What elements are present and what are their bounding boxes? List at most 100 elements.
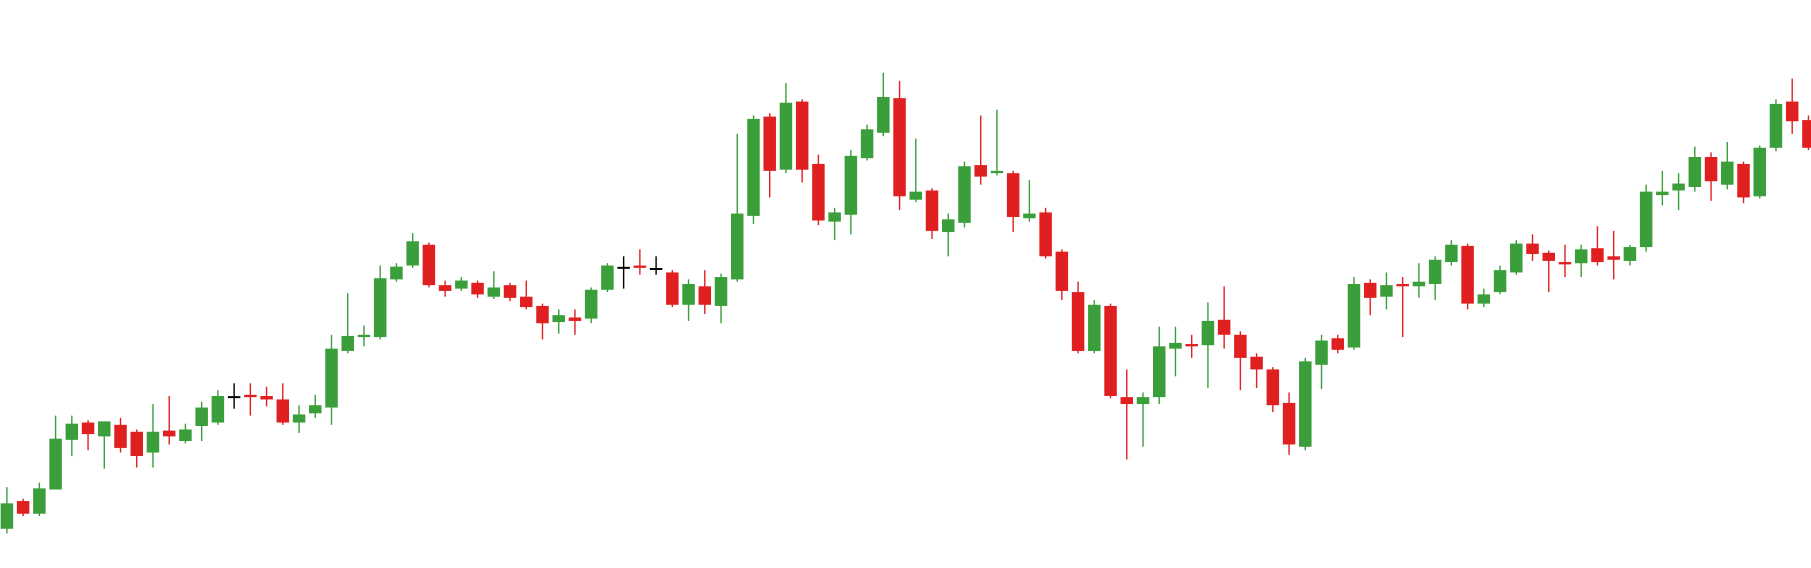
candle-body	[828, 212, 841, 222]
candle-body	[1753, 147, 1766, 197]
candle-body	[503, 285, 517, 298]
candle-body	[893, 98, 906, 197]
candle-body	[422, 244, 436, 286]
candle-body	[1623, 247, 1637, 261]
candle-body	[731, 213, 744, 280]
candle-body	[33, 488, 46, 514]
candle-body	[1461, 245, 1474, 304]
candle-body	[1120, 397, 1134, 405]
candle-body	[941, 219, 955, 233]
candle-body	[1104, 305, 1117, 396]
candle-body	[292, 414, 306, 423]
candle-body	[1201, 320, 1215, 346]
candle-body	[1542, 252, 1555, 261]
candle-body	[309, 405, 322, 414]
candle-body	[1380, 285, 1393, 297]
candle-body	[747, 118, 760, 216]
candle-body	[666, 272, 679, 305]
candle-body	[49, 438, 62, 490]
candle-body	[1493, 270, 1507, 293]
candle-body	[1363, 282, 1377, 298]
candle-body	[390, 266, 403, 280]
candle-body	[1039, 212, 1052, 257]
candle-body	[714, 277, 728, 306]
candle-body	[925, 190, 939, 231]
candle-body	[860, 129, 874, 159]
candle-body	[990, 170, 1004, 174]
candle-body	[357, 334, 371, 338]
candle-body	[1510, 243, 1523, 273]
candle-body	[958, 166, 971, 223]
candle-body	[260, 395, 273, 400]
candle-body	[552, 315, 565, 323]
candle-body	[1639, 191, 1653, 248]
candle-body	[1591, 248, 1604, 263]
candle-body	[1055, 251, 1069, 291]
candle-body	[0, 503, 14, 529]
candle-body	[1299, 361, 1312, 447]
candle-body	[65, 423, 79, 440]
candle-body	[1688, 157, 1702, 188]
candle-body	[1006, 173, 1020, 218]
candle-body	[1785, 101, 1799, 122]
candle-body	[844, 155, 858, 215]
candle-body	[682, 284, 695, 305]
candle-body	[471, 282, 484, 295]
candle-body	[146, 431, 160, 453]
candle-body	[373, 278, 387, 338]
candle-body	[1315, 340, 1328, 365]
candle-body	[1802, 120, 1811, 148]
candle-body	[1412, 281, 1426, 287]
candle-body	[1250, 356, 1263, 370]
candle-body	[406, 241, 419, 266]
candle-body	[1217, 319, 1231, 335]
candle-body	[1428, 259, 1442, 284]
candle-body	[1088, 304, 1101, 351]
candle-body	[795, 101, 809, 170]
candle-body	[325, 348, 338, 408]
candle-body	[1282, 402, 1296, 445]
candle-body	[633, 265, 647, 268]
candle-body	[1234, 334, 1247, 358]
candle-body	[1396, 284, 1409, 287]
candle-body	[276, 399, 290, 423]
candle-body	[1672, 183, 1685, 191]
candle-body	[1721, 161, 1734, 185]
candle-body	[763, 116, 776, 171]
candle-body	[1656, 191, 1669, 196]
candle-body	[341, 335, 354, 351]
candle-body	[877, 96, 890, 133]
candle-body	[568, 317, 582, 321]
candle-body	[536, 305, 549, 324]
candle-body	[455, 280, 468, 289]
candle-body	[179, 429, 192, 442]
candle-body	[487, 287, 501, 297]
candle-body	[130, 431, 143, 457]
candle-body	[812, 163, 825, 221]
candle-body	[974, 165, 987, 177]
candle-body	[81, 422, 95, 435]
candle-body	[1445, 244, 1458, 263]
candle-body	[438, 285, 452, 291]
candle-body	[211, 395, 225, 423]
candle-body	[1331, 338, 1345, 350]
candle-body	[1266, 369, 1280, 406]
candle-body	[114, 424, 127, 448]
candle-body	[1607, 256, 1620, 260]
candle-body	[1769, 103, 1783, 148]
candle-body	[1169, 342, 1182, 349]
candle-body	[1704, 157, 1718, 182]
candle-body	[195, 407, 208, 426]
candle-body	[16, 501, 30, 514]
candle-body	[520, 296, 533, 308]
candle-body	[1023, 213, 1036, 219]
candle-body	[601, 265, 614, 290]
candle-body	[1185, 344, 1198, 347]
candle-body	[584, 289, 598, 319]
candle-body	[1071, 292, 1085, 351]
candle-body	[244, 394, 257, 398]
candle-body	[1526, 243, 1539, 254]
candle-body	[1737, 163, 1750, 198]
